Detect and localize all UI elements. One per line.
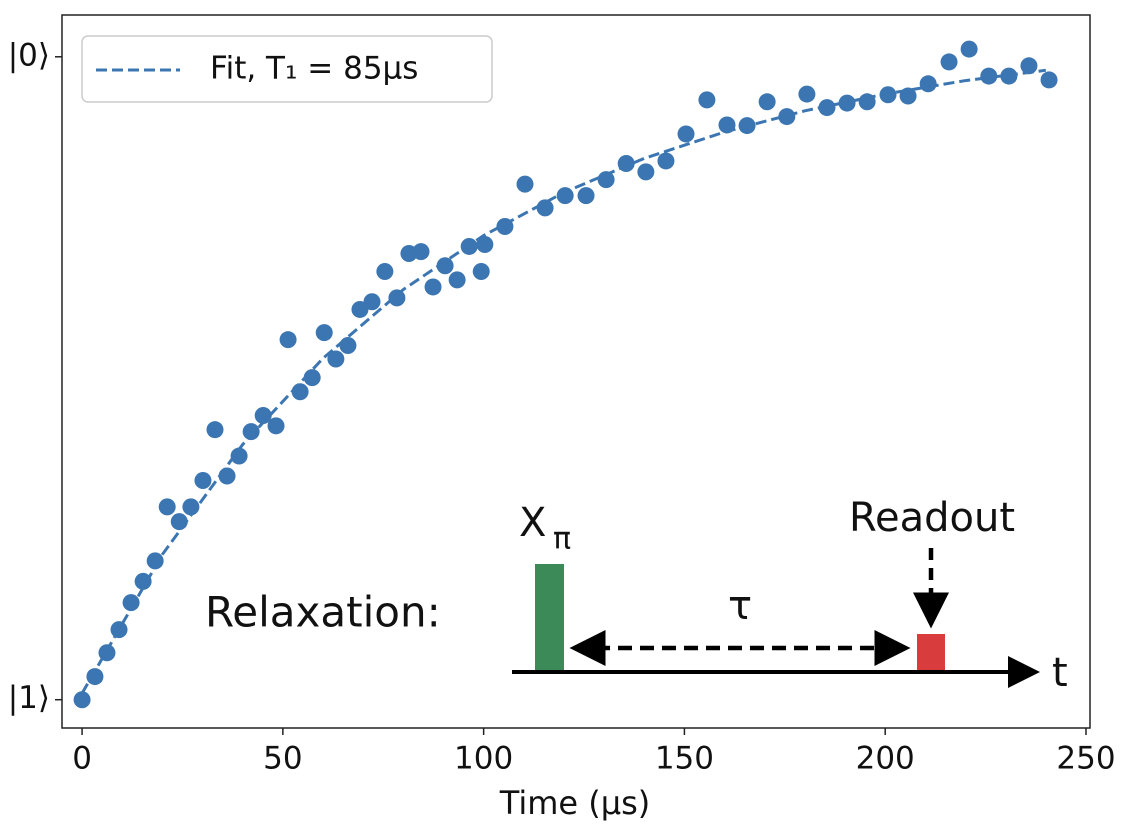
data-point: [758, 93, 776, 111]
data-point: [291, 383, 309, 401]
data-point: [838, 94, 856, 112]
data-point: [376, 263, 394, 281]
data-point: [242, 423, 260, 441]
data-point: [351, 300, 369, 318]
pulse-label: X: [519, 500, 546, 546]
data-point: [960, 40, 978, 58]
pulse: [535, 564, 564, 670]
x-tick-label: 50: [263, 741, 302, 777]
data-point: [279, 331, 297, 349]
legend-box: [81, 35, 493, 103]
inset-title: Relaxation:: [205, 588, 441, 637]
data-point: [677, 125, 695, 143]
x-tick-label: 150: [655, 741, 714, 777]
data-point: [577, 187, 595, 205]
data-point: [536, 199, 554, 217]
data-point: [134, 572, 152, 590]
data-point: [339, 336, 357, 354]
data-point: [194, 471, 212, 489]
data-point: [327, 350, 345, 368]
data-point: [388, 289, 406, 307]
data-point: [363, 293, 381, 311]
y-tick-label: |1⟩: [8, 680, 50, 716]
pulse-subscript: π: [553, 522, 571, 557]
data-point: [597, 171, 615, 189]
data-point: [1020, 57, 1038, 75]
data-point: [206, 421, 224, 439]
x-tick-label: 100: [454, 741, 513, 777]
data-point: [412, 243, 430, 261]
data-point: [448, 271, 466, 289]
data-point: [698, 91, 716, 109]
data-point: [1040, 71, 1058, 89]
data-point: [798, 85, 816, 103]
data-point: [657, 152, 675, 170]
x-tick-label: 0: [72, 741, 92, 777]
data-point: [122, 594, 140, 612]
legend-label: Fit, T₁ = 85μs: [210, 51, 418, 87]
data-point: [778, 108, 796, 126]
plot-frame: [61, 14, 1091, 729]
data-point: [980, 67, 998, 85]
data-point: [254, 407, 272, 425]
data-point: [436, 257, 454, 275]
x-axis-label: Time (μs): [499, 784, 650, 822]
data-point: [476, 236, 494, 254]
y-tick-label: |0⟩: [8, 37, 50, 73]
data-point: [472, 263, 490, 281]
data-point: [267, 417, 285, 435]
x-tick-label: 250: [1056, 741, 1115, 777]
data-point: [556, 187, 574, 205]
data-point: [940, 53, 958, 71]
data-point: [158, 498, 176, 516]
data-point: [516, 175, 534, 193]
data-point: [146, 552, 164, 570]
x-tick-label: 200: [856, 741, 915, 777]
readout-pulse: [917, 634, 945, 670]
data-point: [182, 498, 200, 516]
time-axis-label: t: [1052, 650, 1068, 696]
data-point: [919, 75, 937, 93]
data-point: [230, 447, 248, 465]
readout-label: Readout: [849, 495, 1015, 541]
data-point: [424, 278, 442, 296]
data-point: [86, 668, 104, 686]
delay-label: τ: [728, 583, 752, 629]
data-point: [315, 324, 333, 342]
data-point: [637, 163, 655, 181]
data-point: [73, 691, 91, 709]
fit-line: [80, 68, 1047, 695]
